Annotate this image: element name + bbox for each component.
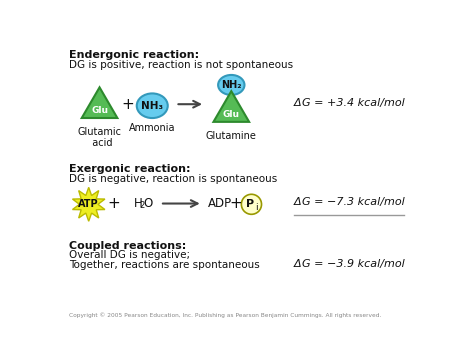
Text: G = −3.9 kcal/mol: G = −3.9 kcal/mol (302, 260, 405, 269)
Ellipse shape (137, 93, 168, 118)
Text: +: + (121, 97, 134, 112)
Text: P: P (246, 198, 254, 208)
Text: Copyright © 2005 Pearson Education, Inc. Publishing as Pearson Benjamin Cummings: Copyright © 2005 Pearson Education, Inc.… (69, 312, 382, 318)
Text: ADP: ADP (208, 197, 232, 210)
Text: G = −7.3 kcal/mol: G = −7.3 kcal/mol (302, 197, 405, 207)
Text: 2: 2 (140, 201, 145, 211)
Text: Glu: Glu (91, 106, 108, 115)
Text: Glutamic
  acid: Glutamic acid (78, 127, 121, 148)
Ellipse shape (218, 75, 245, 95)
Text: Δ: Δ (294, 197, 301, 207)
Text: Endergonic reaction:: Endergonic reaction: (69, 50, 200, 60)
Polygon shape (73, 187, 105, 221)
Text: Glu: Glu (223, 110, 240, 119)
Text: Overall DG is negative;: Overall DG is negative; (69, 251, 191, 261)
Polygon shape (82, 87, 118, 118)
Text: O: O (144, 197, 153, 210)
Text: i: i (255, 203, 258, 212)
Text: H: H (134, 197, 142, 210)
Text: Exergonic reaction:: Exergonic reaction: (69, 164, 191, 174)
Text: G = +3.4 kcal/mol: G = +3.4 kcal/mol (302, 98, 405, 108)
Text: Δ: Δ (294, 98, 301, 108)
Text: Together, reactions are spontaneous: Together, reactions are spontaneous (69, 260, 260, 270)
Text: Ammonia: Ammonia (129, 123, 175, 133)
Text: DG is negative, reaction is spontaneous: DG is negative, reaction is spontaneous (69, 174, 278, 184)
Text: Glutamine: Glutamine (206, 131, 257, 141)
Text: +: + (107, 196, 120, 211)
Text: NH₃: NH₃ (141, 101, 164, 111)
Text: DG is positive, reaction is not spontaneous: DG is positive, reaction is not spontane… (69, 60, 293, 70)
Polygon shape (213, 91, 249, 122)
Text: ATP: ATP (78, 199, 99, 209)
Circle shape (241, 194, 262, 214)
Text: +: + (229, 196, 242, 211)
Text: Coupled reactions:: Coupled reactions: (69, 241, 187, 251)
Text: NH₂: NH₂ (221, 80, 242, 90)
Text: Δ: Δ (294, 260, 301, 269)
